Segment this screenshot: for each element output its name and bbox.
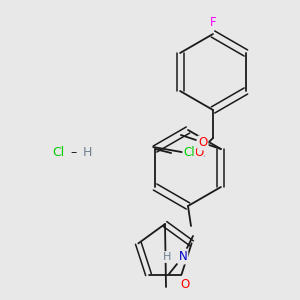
Text: Cl: Cl [52,146,64,160]
Text: F: F [210,16,216,28]
Text: Cl: Cl [183,146,195,160]
Text: O: O [194,146,204,158]
Text: H: H [163,252,171,262]
Text: O: O [181,278,190,291]
Text: –: – [67,146,81,160]
Text: O: O [198,136,208,149]
Text: N: N [178,250,188,263]
Text: H: H [82,146,92,160]
